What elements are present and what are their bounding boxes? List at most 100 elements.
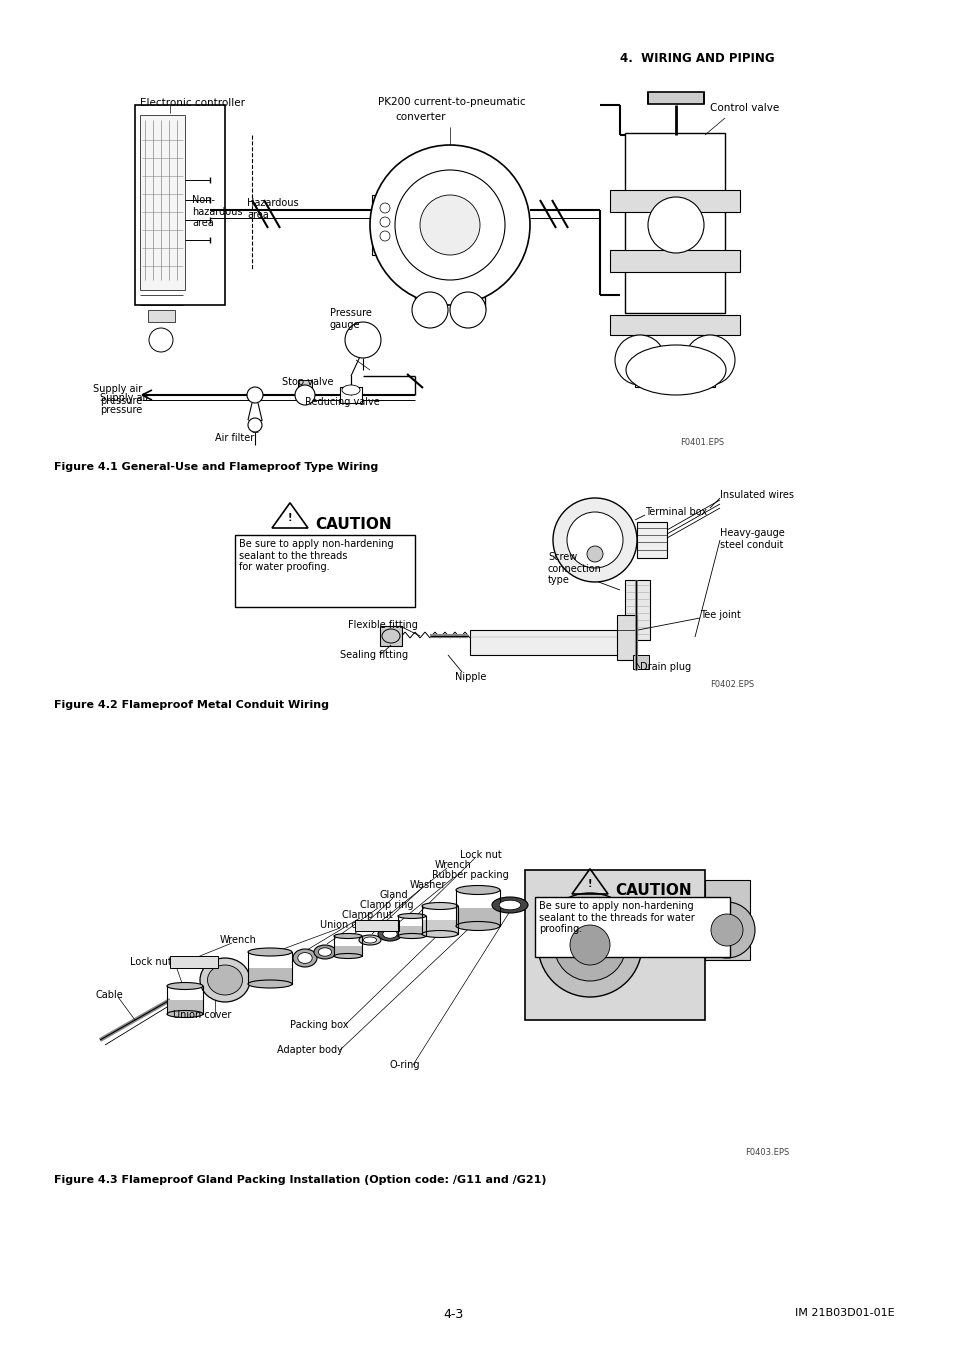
Bar [372, 195, 399, 255]
Bar [456, 908, 499, 925]
Bar [148, 309, 174, 322]
Circle shape [379, 231, 390, 240]
Circle shape [247, 386, 263, 403]
Text: F0401.EPS: F0401.EPS [679, 438, 723, 447]
Bar [355, 920, 398, 931]
Text: Pressure
gauge: Pressure gauge [330, 308, 372, 330]
Text: Control valve: Control valve [709, 103, 779, 113]
Bar [617, 615, 637, 661]
Text: CAUTION: CAUTION [615, 884, 691, 898]
Text: Cable: Cable [96, 990, 124, 1000]
Text: Stop valve: Stop valve [282, 377, 334, 386]
Circle shape [553, 499, 637, 582]
Circle shape [684, 335, 734, 385]
Bar [339, 386, 361, 403]
Ellipse shape [208, 965, 242, 994]
Text: Supply air
pressure: Supply air pressure [92, 384, 142, 405]
Bar [470, 630, 624, 655]
Circle shape [379, 218, 390, 227]
Ellipse shape [421, 931, 457, 938]
Bar [609, 190, 740, 212]
Circle shape [586, 546, 602, 562]
Ellipse shape [318, 948, 332, 957]
Text: Wrench: Wrench [220, 935, 256, 944]
Circle shape [248, 417, 262, 432]
Text: IM 21B03D01-01E: IM 21B03D01-01E [794, 1308, 894, 1319]
Text: Gland: Gland [379, 890, 408, 900]
Ellipse shape [498, 900, 520, 909]
Ellipse shape [381, 630, 399, 643]
Ellipse shape [248, 979, 292, 988]
Bar [170, 957, 218, 969]
Bar [135, 105, 225, 305]
Text: 4-3: 4-3 [443, 1308, 464, 1321]
Text: Supply air
pressure: Supply air pressure [100, 393, 149, 415]
Bar [637, 521, 666, 558]
Circle shape [294, 385, 314, 405]
Text: Reducing valve: Reducing valve [305, 397, 379, 407]
Text: Clamp ring: Clamp ring [359, 900, 413, 911]
Ellipse shape [167, 982, 203, 989]
Text: converter: converter [395, 112, 445, 122]
Text: Be sure to apply non-hardening
sealant to the threads
for water proofing.: Be sure to apply non-hardening sealant t… [239, 539, 394, 573]
Text: Lock nut: Lock nut [130, 957, 172, 967]
Ellipse shape [421, 902, 457, 909]
Ellipse shape [314, 944, 335, 959]
Bar [647, 92, 703, 104]
Ellipse shape [200, 958, 250, 1002]
Ellipse shape [358, 935, 380, 944]
Circle shape [710, 915, 742, 946]
Text: Terminal box: Terminal box [644, 507, 706, 517]
Text: Hazardous
area: Hazardous area [247, 199, 298, 220]
Text: Be sure to apply non-hardening
sealant to the threads for water
proofing.: Be sure to apply non-hardening sealant t… [538, 901, 694, 934]
Text: Rubber packing: Rubber packing [432, 870, 508, 880]
Text: Tee joint: Tee joint [700, 611, 740, 620]
Bar [524, 870, 704, 1020]
Text: Clamp nut: Clamp nut [341, 911, 393, 920]
Text: Heavy-gauge
steel conduit: Heavy-gauge steel conduit [720, 528, 784, 550]
Text: 4.  WIRING AND PIPING: 4. WIRING AND PIPING [619, 51, 774, 65]
Bar [234, 535, 415, 607]
Circle shape [149, 328, 172, 353]
Text: Non-
hazardous
area: Non- hazardous area [192, 195, 242, 228]
Circle shape [554, 909, 625, 981]
Circle shape [345, 322, 380, 358]
Ellipse shape [293, 948, 316, 967]
Ellipse shape [341, 385, 359, 394]
Ellipse shape [334, 934, 361, 939]
Text: Union coupling: Union coupling [319, 920, 393, 929]
Ellipse shape [382, 929, 396, 938]
Bar [334, 946, 361, 957]
Ellipse shape [456, 921, 499, 931]
Circle shape [379, 203, 390, 213]
Circle shape [395, 170, 504, 280]
Text: Air filter: Air filter [214, 434, 254, 443]
Ellipse shape [363, 938, 376, 943]
Circle shape [412, 292, 448, 328]
Text: F0403.EPS: F0403.EPS [744, 1148, 788, 1156]
Text: Electronic controller: Electronic controller [140, 99, 245, 108]
Circle shape [569, 925, 609, 965]
Circle shape [370, 145, 530, 305]
Ellipse shape [297, 952, 312, 963]
Text: Adapter body: Adapter body [276, 1046, 342, 1055]
Bar [421, 920, 457, 934]
Ellipse shape [397, 934, 426, 939]
Text: Packing box: Packing box [290, 1020, 348, 1029]
Text: Washer: Washer [410, 880, 446, 890]
Text: O-ring: O-ring [390, 1061, 420, 1070]
Bar [624, 132, 724, 313]
Bar [379, 626, 401, 646]
Bar [248, 969, 292, 984]
Ellipse shape [397, 913, 426, 919]
Circle shape [450, 292, 485, 328]
Circle shape [699, 902, 754, 958]
Text: Nipple: Nipple [455, 671, 486, 682]
Bar [297, 380, 312, 388]
Bar [535, 897, 729, 957]
Text: Drain plug: Drain plug [639, 662, 690, 671]
Text: Figure 4.3 Flameproof Gland Packing Installation (Option code: /G11 and /G21): Figure 4.3 Flameproof Gland Packing Inst… [54, 1175, 546, 1185]
Text: Lock nut: Lock nut [459, 850, 501, 861]
Text: Screw
connection
type: Screw connection type [547, 553, 601, 585]
Ellipse shape [377, 927, 401, 942]
